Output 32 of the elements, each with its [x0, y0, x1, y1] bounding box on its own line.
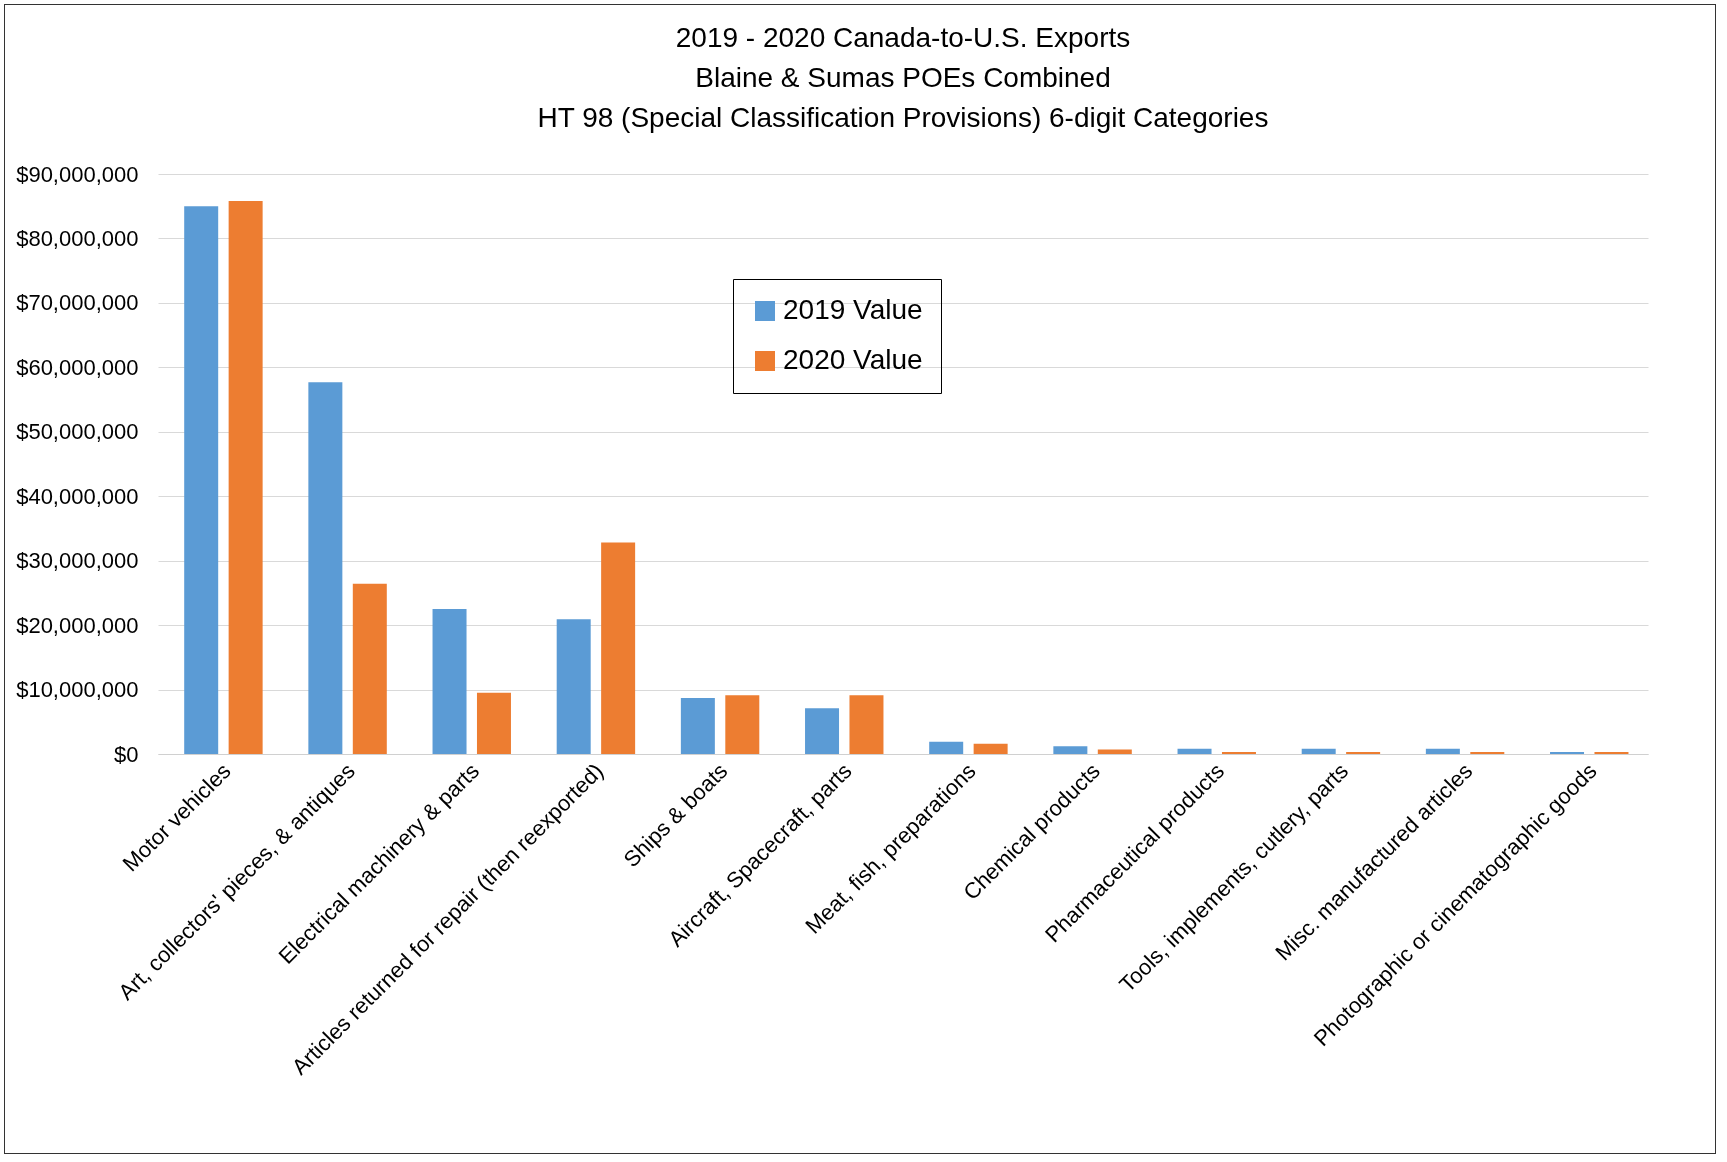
- y-tick-label: $90,000,000: [16, 161, 139, 187]
- y-tick-label: $80,000,000: [16, 225, 139, 251]
- y-tick-label: $30,000,000: [16, 548, 139, 574]
- y-tick-label: $40,000,000: [16, 483, 139, 509]
- bar: [476, 692, 511, 754]
- y-tick-label: $50,000,000: [16, 419, 139, 445]
- bar: [556, 619, 591, 754]
- bar: [849, 695, 884, 754]
- bar: [1425, 748, 1460, 754]
- bar: [432, 609, 467, 754]
- y-tick-label: $70,000,000: [16, 290, 139, 316]
- y-tick-label: $60,000,000: [16, 354, 139, 380]
- bar: [184, 206, 219, 754]
- legend-label: 2020 Value: [783, 344, 923, 375]
- bar: [1097, 749, 1132, 754]
- y-tick-label: $10,000,000: [16, 677, 139, 703]
- chart-title: 2019 - 2020 Canada-to-U.S. Exports Blaine & Sumas POEs Combined HT 98 (Special Classification Provisions) 6-digit Categories: [537, 22, 1269, 133]
- bar: [973, 743, 1008, 754]
- y-tick-label: $0: [114, 741, 139, 767]
- bar: [1301, 748, 1336, 754]
- bar: [725, 695, 760, 754]
- bar: [680, 697, 715, 754]
- bar: [308, 382, 343, 754]
- bar: [601, 542, 636, 754]
- y-tick-label: $20,000,000: [16, 612, 139, 638]
- bar: [805, 708, 840, 754]
- legend-label: 2019 Value: [783, 294, 923, 325]
- bar: [1177, 748, 1212, 754]
- bar: [929, 741, 964, 754]
- bar: [228, 201, 263, 754]
- bar: [1053, 746, 1088, 754]
- bar: [352, 583, 387, 754]
